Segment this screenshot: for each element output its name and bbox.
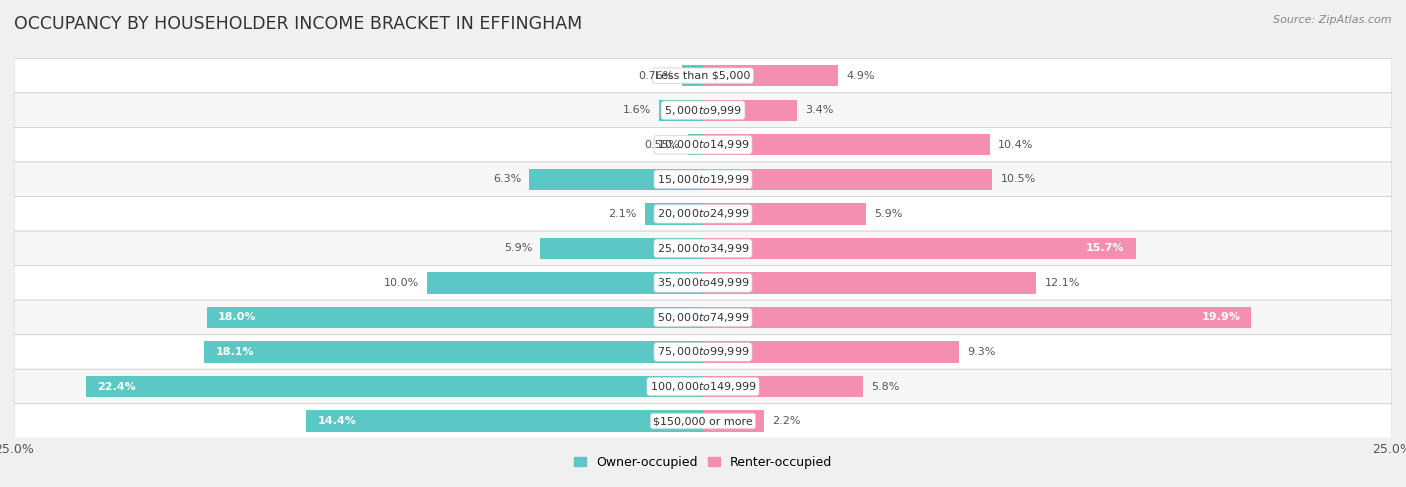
Bar [688,134,703,155]
Text: $25,000 to $34,999: $25,000 to $34,999 [657,242,749,255]
Text: 9.3%: 9.3% [967,347,995,357]
Text: 3.4%: 3.4% [806,105,834,115]
FancyBboxPatch shape [14,300,1392,335]
Text: $75,000 to $99,999: $75,000 to $99,999 [657,345,749,358]
FancyBboxPatch shape [14,335,1392,369]
Text: 15.7%: 15.7% [1085,244,1125,253]
Text: 5.9%: 5.9% [875,209,903,219]
Bar [645,203,703,225]
Bar [682,65,703,86]
FancyBboxPatch shape [14,128,1392,162]
Bar [530,169,703,190]
Bar [307,411,703,432]
Bar [703,411,763,432]
FancyBboxPatch shape [14,369,1392,404]
Bar [204,341,703,363]
Text: $35,000 to $49,999: $35,000 to $49,999 [657,277,749,289]
FancyBboxPatch shape [14,93,1392,128]
Text: 18.1%: 18.1% [215,347,254,357]
Text: 18.0%: 18.0% [218,313,256,322]
FancyBboxPatch shape [14,231,1392,265]
Text: 5.8%: 5.8% [872,381,900,392]
Text: $15,000 to $19,999: $15,000 to $19,999 [657,173,749,186]
Text: 4.9%: 4.9% [846,71,875,81]
Bar [703,99,797,121]
Text: 22.4%: 22.4% [97,381,135,392]
Text: 19.9%: 19.9% [1202,313,1240,322]
Bar [703,169,993,190]
FancyBboxPatch shape [14,265,1392,300]
Text: $10,000 to $14,999: $10,000 to $14,999 [657,138,749,151]
Text: 10.5%: 10.5% [1001,174,1036,184]
FancyBboxPatch shape [14,404,1392,438]
Text: $20,000 to $24,999: $20,000 to $24,999 [657,207,749,220]
Bar [703,376,863,397]
Bar [703,272,1036,294]
Text: 5.9%: 5.9% [503,244,531,253]
FancyBboxPatch shape [14,58,1392,93]
Text: 2.1%: 2.1% [609,209,637,219]
Text: 10.0%: 10.0% [384,278,419,288]
Bar [703,341,959,363]
Text: $150,000 or more: $150,000 or more [654,416,752,426]
Bar [703,65,838,86]
Bar [703,203,866,225]
Legend: Owner-occupied, Renter-occupied: Owner-occupied, Renter-occupied [568,451,838,474]
Text: 0.55%: 0.55% [644,140,679,150]
Text: 10.4%: 10.4% [998,140,1033,150]
Text: $50,000 to $74,999: $50,000 to $74,999 [657,311,749,324]
Text: $5,000 to $9,999: $5,000 to $9,999 [664,104,742,117]
Bar [703,307,1251,328]
Bar [659,99,703,121]
Bar [207,307,703,328]
Text: 6.3%: 6.3% [494,174,522,184]
Bar [703,134,990,155]
Bar [427,272,703,294]
Text: Source: ZipAtlas.com: Source: ZipAtlas.com [1274,15,1392,25]
Text: 14.4%: 14.4% [318,416,356,426]
Text: 1.6%: 1.6% [623,105,651,115]
Text: Less than $5,000: Less than $5,000 [655,71,751,81]
Bar [703,238,1136,259]
Bar [540,238,703,259]
Text: 12.1%: 12.1% [1045,278,1080,288]
Text: $100,000 to $149,999: $100,000 to $149,999 [650,380,756,393]
Text: 0.76%: 0.76% [638,71,673,81]
FancyBboxPatch shape [14,197,1392,231]
FancyBboxPatch shape [14,162,1392,197]
Text: OCCUPANCY BY HOUSEHOLDER INCOME BRACKET IN EFFINGHAM: OCCUPANCY BY HOUSEHOLDER INCOME BRACKET … [14,15,582,33]
Bar [86,376,703,397]
Text: 2.2%: 2.2% [772,416,800,426]
